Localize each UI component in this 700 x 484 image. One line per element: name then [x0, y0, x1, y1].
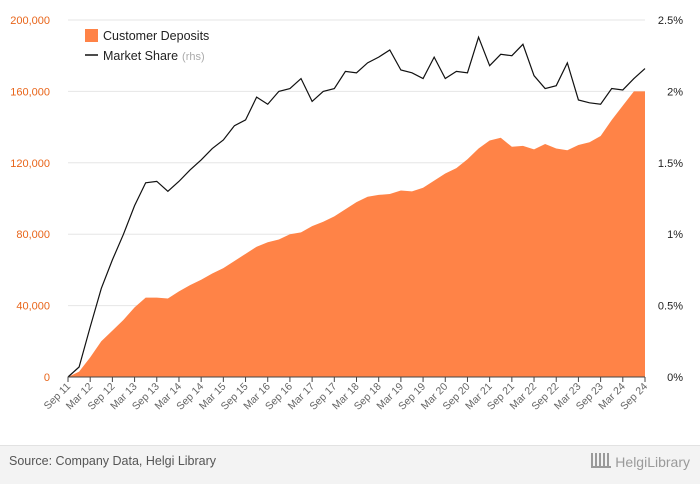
library-icon: [591, 453, 612, 468]
y-right-tick-label: 1.5%: [658, 158, 683, 170]
y-right-tick-label: 0%: [667, 372, 683, 384]
footer: Source: Company Data, Helgi Library Helg…: [0, 445, 700, 484]
y-right-tick-label: 2%: [667, 86, 683, 98]
chart: 0 40,000 80,000 120,000 160,000 200,000 0% 0.5…: [10, 15, 683, 413]
y-axis-right-ticks: 0% 0.5% 1% 1.5% 2% 2.5%: [658, 15, 683, 384]
legend-deposits-swatch: [85, 29, 98, 42]
source-text: Source: Company Data, Helgi Library: [9, 454, 217, 468]
legend-share-suffix: (rhs): [182, 51, 205, 63]
y-left-tick-label: 80,000: [16, 229, 50, 241]
legend-share-label-group: Market Share (rhs): [103, 49, 205, 63]
customer-deposits-area: [68, 91, 645, 378]
y-right-tick-label: 0.5%: [658, 301, 683, 313]
y-right-tick-label: 2.5%: [658, 15, 683, 27]
logo-text: HelgiLibrary: [615, 454, 690, 470]
legend-deposits-label: Customer Deposits: [103, 29, 209, 43]
y-left-tick-label: 160,000: [10, 86, 50, 98]
y-left-tick-label: 40,000: [16, 301, 50, 313]
y-left-tick-label: 0: [44, 372, 50, 384]
y-axis-left-ticks: 0 40,000 80,000 120,000 160,000 200,000: [10, 15, 50, 384]
y-left-tick-label: 200,000: [10, 15, 50, 27]
helgi-library-logo: HelgiLibrary: [591, 453, 690, 470]
y-left-tick-label: 120,000: [10, 158, 50, 170]
legend-share-label: Market Share: [103, 49, 178, 63]
market-share-line: [67, 35, 646, 378]
legend: Customer Deposits Market Share (rhs): [85, 29, 209, 63]
y-right-tick-label: 1%: [667, 229, 683, 241]
